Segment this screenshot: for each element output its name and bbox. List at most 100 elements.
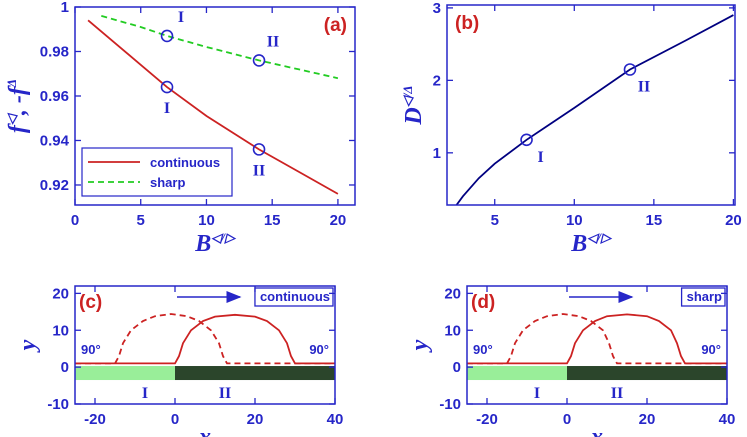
x-tick-label: 5: [491, 212, 499, 229]
y-tick-label: 20: [52, 285, 69, 302]
x-tick-label: 40: [327, 411, 344, 428]
x-tick-label: -20: [476, 411, 498, 428]
annotation: sharp: [687, 289, 722, 304]
domain-label: I: [142, 385, 148, 402]
x-tick-label: -20: [84, 411, 106, 428]
y-tick-label: 1: [433, 145, 441, 162]
y-axis-label-part: y: [15, 339, 41, 353]
curve: [455, 14, 734, 205]
x-tick-label: 40: [719, 411, 736, 428]
y-tick-label: 0: [61, 359, 69, 376]
x-tick-label: 5: [137, 212, 145, 229]
y-axis-label-part: Δ: [4, 79, 19, 88]
y-tick-label: 0.92: [40, 177, 69, 194]
domain-label: II: [219, 385, 231, 402]
y-tick-label: 0.94: [40, 132, 70, 149]
x-tick-label: 15: [646, 212, 663, 229]
y-tick-label: 0.98: [40, 43, 69, 60]
axes-frame: [446, 4, 736, 206]
marker: [252, 143, 266, 156]
domain-band: [175, 366, 335, 381]
x-axis-label: x: [198, 424, 211, 437]
x-axis-label: x: [590, 424, 603, 437]
legend-box: [81, 147, 233, 197]
y-axis-label-part: D: [401, 107, 427, 125]
y-tick-label: 3: [433, 0, 441, 17]
point-label: II: [253, 162, 265, 179]
y-axis-label: y: [15, 339, 41, 353]
x-axis-label: B◁/▷: [194, 230, 237, 257]
domain-band: [467, 366, 567, 381]
domain-label: II: [611, 385, 623, 402]
curve: [101, 15, 339, 80]
x-axis-label: B◁/▷: [570, 230, 613, 257]
marker: [623, 63, 637, 76]
plot-area: [467, 313, 727, 381]
x-axis-label-part: x: [590, 424, 603, 437]
x-tick-label: 0: [171, 411, 179, 428]
y-tick-label: 10: [444, 322, 461, 339]
y-tick-label: -10: [47, 396, 69, 413]
y-axis-label: y: [407, 339, 433, 353]
x-axis-label-part: B: [570, 231, 587, 257]
curve: [75, 313, 335, 365]
point-label: I: [537, 149, 543, 166]
y-axis-label-part: ◁/Δ: [400, 85, 415, 107]
x-axis-label-part: B: [194, 231, 211, 257]
y-axis-label: f◁, -fΔ: [4, 79, 31, 133]
marker: [520, 133, 533, 147]
y-tick-label: 0.96: [40, 88, 69, 105]
x-tick-label: 20: [725, 212, 742, 229]
y-tick-label: -10: [439, 396, 461, 413]
angle-label: 90°: [473, 342, 493, 357]
y-axis-label-part: y: [407, 339, 433, 353]
point-label: I: [164, 100, 170, 117]
x-tick-label: 0: [563, 411, 571, 428]
annotation-box: [254, 287, 334, 307]
angle-label: 90°: [701, 342, 721, 357]
x-axis-label-part: x: [198, 424, 211, 437]
plot-area: [75, 313, 335, 381]
x-tick-label: 10: [198, 212, 215, 229]
panel-label: (d): [471, 292, 495, 313]
x-tick-label: 15: [264, 212, 281, 229]
y-axis-label-part: ◁: [4, 112, 19, 125]
axes-frame: [74, 285, 336, 405]
curve: [75, 313, 335, 365]
x-axis-label-part: ◁/▷: [211, 230, 237, 245]
annotation: continuous: [260, 289, 330, 304]
y-tick-label: 0: [453, 359, 461, 376]
curve: [467, 313, 727, 365]
marker: [160, 80, 174, 94]
legend-label: continuous: [150, 155, 220, 170]
y-axis-label-part: , -f: [5, 85, 31, 116]
y-tick-label: 2: [433, 72, 441, 89]
axes-frame: [74, 6, 356, 206]
marker: [160, 29, 174, 43]
curve: [467, 313, 727, 365]
x-tick-label: 20: [639, 411, 656, 428]
x-tick-label: 0: [71, 212, 79, 229]
y-tick-label: 10: [52, 322, 69, 339]
legend-label: sharp: [150, 175, 185, 190]
angle-label: 90°: [81, 342, 101, 357]
y-tick-label: 1: [61, 0, 69, 16]
y-tick-label: 20: [444, 285, 461, 302]
x-tick-label: 20: [247, 411, 264, 428]
marker: [252, 54, 266, 67]
x-tick-label: 10: [566, 212, 583, 229]
angle-label: 90°: [309, 342, 329, 357]
plot-area: [87, 15, 339, 195]
point-label: I: [178, 9, 184, 26]
y-axis-label: D◁/Δ: [400, 85, 427, 125]
y-axis-label-part: f: [5, 123, 31, 133]
domain-band: [75, 366, 175, 381]
x-axis-label-part: ◁/▷: [587, 230, 613, 245]
domain-label: I: [534, 385, 540, 402]
annotation-box: [680, 287, 726, 307]
axes-frame: [466, 285, 728, 405]
point-label: II: [638, 78, 650, 95]
x-tick-label: 20: [330, 212, 347, 229]
panel-label: (b): [455, 13, 479, 34]
